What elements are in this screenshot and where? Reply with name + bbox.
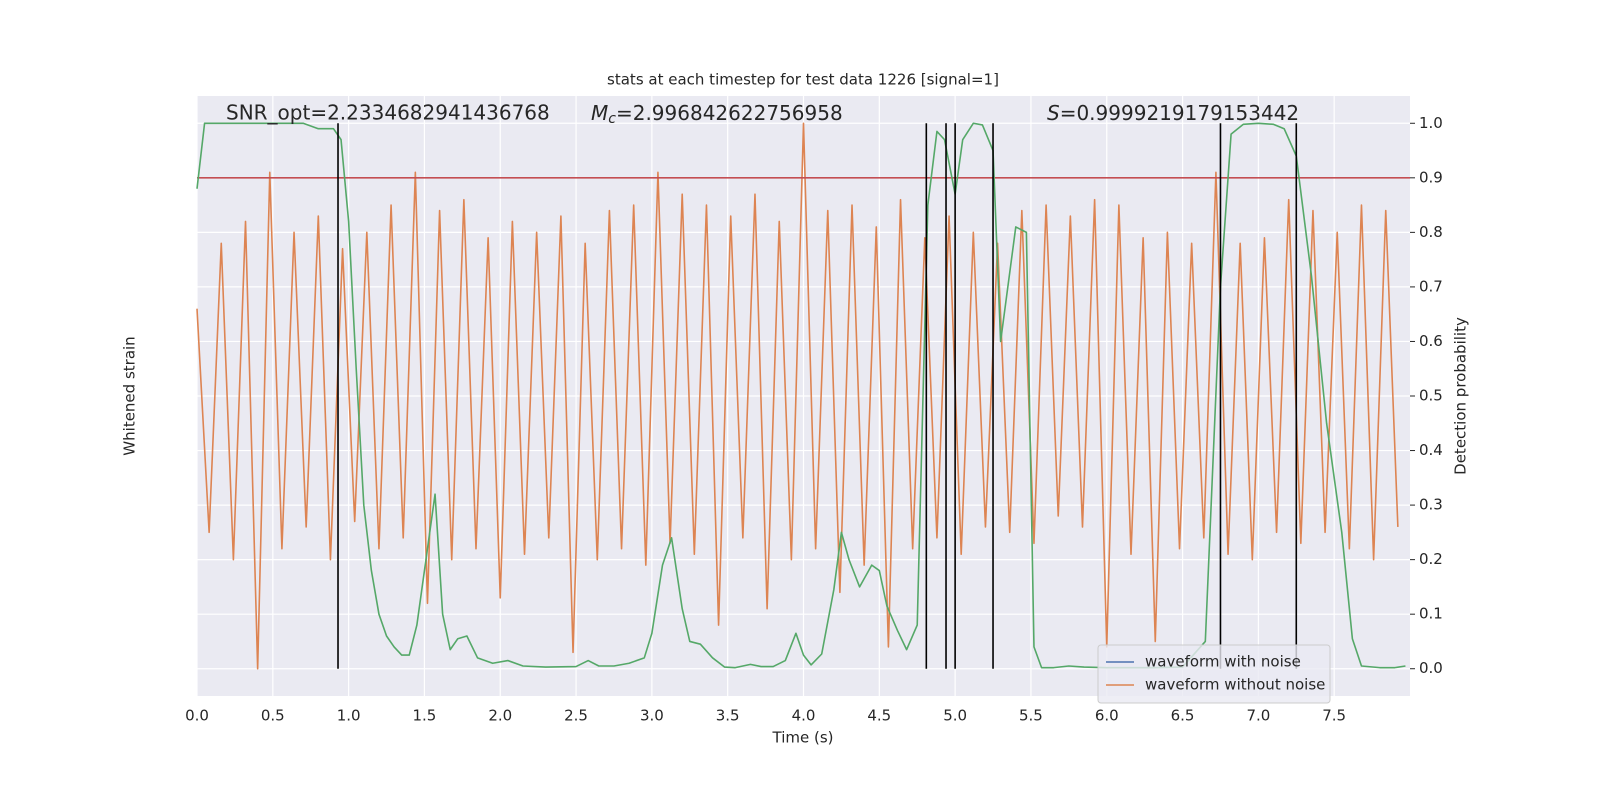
y2-tick-label: 0.6: [1419, 332, 1443, 350]
annotation-symbol: M: [591, 101, 608, 125]
x-tick-label: 2.5: [564, 707, 588, 725]
x-tick-label: 4.0: [792, 707, 816, 725]
x-tick-label: 6.0: [1095, 707, 1119, 725]
annotation-symbol: S: [1047, 101, 1060, 125]
x-tick-label: 4.5: [867, 707, 891, 725]
legend-box: [1097, 644, 1331, 704]
x-tick-label: 3.0: [640, 707, 664, 725]
y-axis-label: Whitened strain: [121, 336, 139, 455]
legend: waveform with noise waveform without nois…: [1097, 644, 1331, 704]
annotation-value: =0.9999219179153442: [1060, 101, 1299, 125]
x-tick-label: 3.5: [716, 707, 740, 725]
x-tick-label: 1.0: [337, 707, 361, 725]
x-tick-label: 6.5: [1171, 707, 1195, 725]
y2-tick-label: 0.9: [1419, 168, 1443, 186]
x-tick-label: 1.5: [413, 707, 437, 725]
y2-tick-label: 0.5: [1419, 387, 1443, 405]
x-tick-label: 7.0: [1246, 707, 1270, 725]
x-tick-label: 5.0: [943, 707, 967, 725]
y2-tick-label: 0.0: [1419, 659, 1443, 677]
legend-label: waveform with noise: [1145, 653, 1301, 671]
annotation-value: =2.996842622756958: [616, 101, 843, 125]
x-tick-label: 0.5: [261, 707, 285, 725]
x-tick-label: 5.5: [1019, 707, 1043, 725]
y2-tick-label: 0.8: [1419, 223, 1443, 241]
annotation: SNR_opt=2.2334682941436768: [226, 101, 550, 125]
y2-tick-label: 0.1: [1419, 605, 1443, 623]
y2-tick-label: 0.2: [1419, 550, 1443, 568]
annotation: S=0.9999219179153442: [1047, 101, 1299, 125]
series-line: [196, 122, 1399, 670]
y2-axis-label: Detection probability: [1452, 317, 1470, 475]
x-axis-label: Time (s): [772, 729, 834, 747]
annotation: Mc=2.996842622756958: [591, 101, 843, 128]
y2-tick-label: 0.3: [1419, 496, 1443, 514]
y2-tick-label: 0.7: [1419, 277, 1443, 295]
legend-label: waveform without noise: [1145, 676, 1325, 694]
x-tick-label: 2.0: [488, 707, 512, 725]
y2-tick-label: 1.0: [1419, 114, 1443, 132]
y2-tick-label: 0.4: [1419, 441, 1443, 459]
chart-title: stats at each timestep for test data 122…: [607, 71, 999, 89]
x-tick-label: 7.5: [1322, 707, 1346, 725]
x-tick-label: 0.0: [185, 707, 209, 725]
annotation-subscript: c: [608, 111, 616, 127]
